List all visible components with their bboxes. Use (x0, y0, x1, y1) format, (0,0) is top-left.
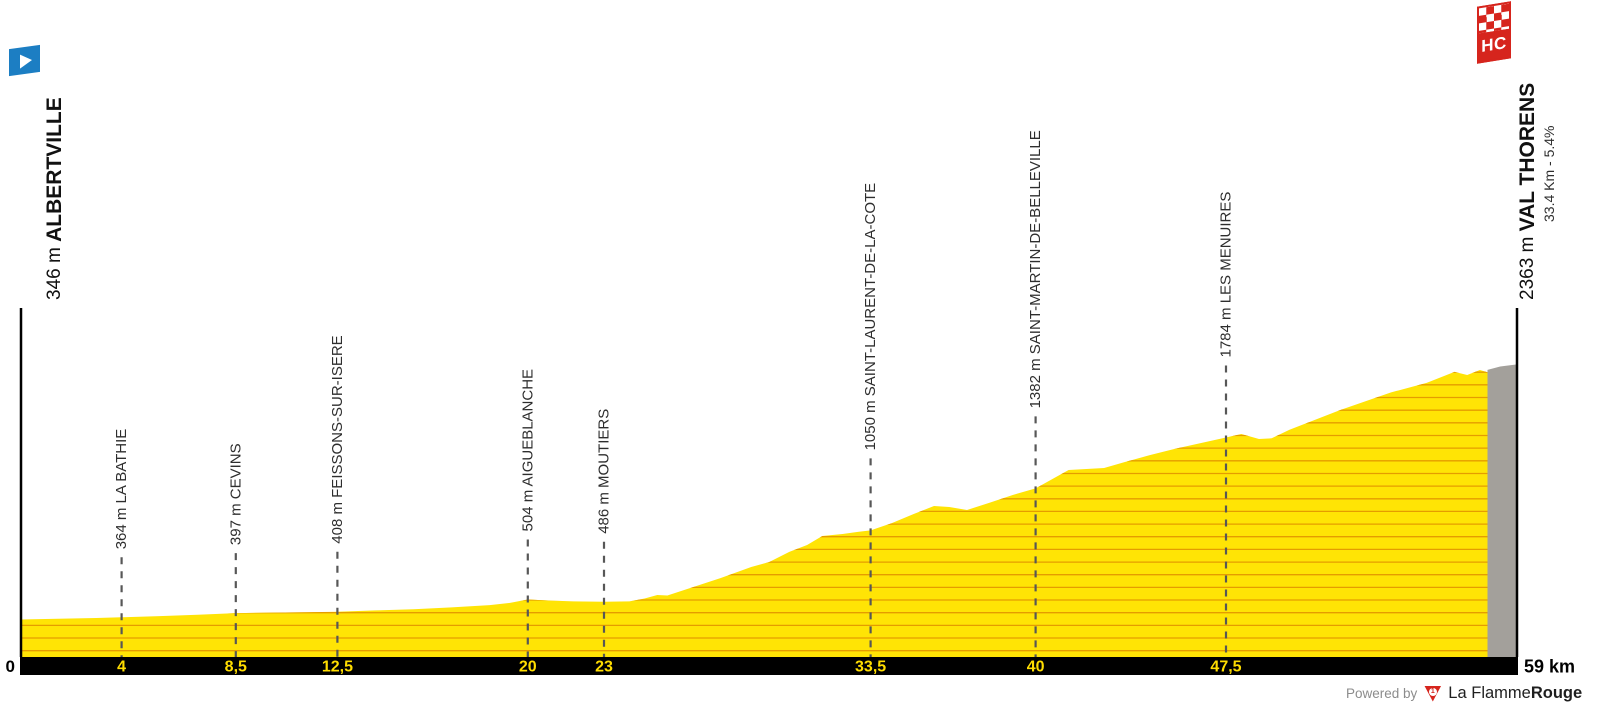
km-tick-label: 47,5 (1210, 659, 1241, 676)
finish-category-badge: HC (1477, 1, 1511, 64)
waypoint-label: 408 m FEISSONS-SUR-ISERE (329, 335, 346, 543)
final-kilometer-area (1487, 364, 1518, 657)
powered-by-footer: Powered by 1 La FlammeRouge (1346, 684, 1582, 703)
start-flag-icon (9, 44, 40, 77)
km-tick-label: 23 (595, 659, 613, 676)
start-label: 346 m ALBERTVILLE (43, 97, 66, 300)
km-tick-label: 12,5 (322, 659, 353, 676)
total-distance-label: 59 km (1524, 657, 1575, 677)
la-flamme-rouge-logo-icon: 1 (1424, 685, 1442, 702)
km-tick-label: 20 (519, 659, 537, 676)
waypoint-label: 504 m AIGUEBLANCHE (519, 369, 536, 532)
brand-prefix: La Flamme (1448, 684, 1531, 702)
finish-climb-stats: 33.4 Km - 5.4% (1541, 126, 1557, 223)
brand-name: La FlammeRouge (1448, 684, 1582, 703)
waypoint-label: 1050 m SAINT-LAURENT-DE-LA-COTE (862, 183, 879, 451)
logo-number: 1 (1428, 688, 1437, 696)
km-tick-label: 40 (1027, 659, 1045, 676)
elevation-area (20, 370, 1488, 657)
hc-category-label: HC (1481, 32, 1507, 57)
brand-suffix: Rouge (1530, 684, 1583, 702)
waypoint-label: 397 m CEVINS (227, 443, 244, 545)
waypoint-label: 486 m MOUTIERS (596, 409, 613, 534)
finish-label: 2363 m VAL THORENS (1516, 83, 1539, 300)
km-tick-label: 8,5 (225, 659, 247, 676)
waypoint-label: 1784 m LES MENUIRES (1218, 192, 1235, 358)
waypoint-label: 1382 m SAINT-MARTIN-DE-BELLEVILLE (1027, 130, 1044, 408)
start-km-label: 0 (6, 657, 15, 676)
powered-by-text: Powered by (1346, 686, 1418, 701)
km-tick-label: 4 (117, 659, 126, 676)
waypoint-label: 364 m LA BATHIE (113, 429, 130, 550)
km-tick-label: 33,5 (855, 659, 886, 676)
distance-axis-bar (20, 657, 1518, 675)
play-triangle-icon (20, 52, 32, 69)
